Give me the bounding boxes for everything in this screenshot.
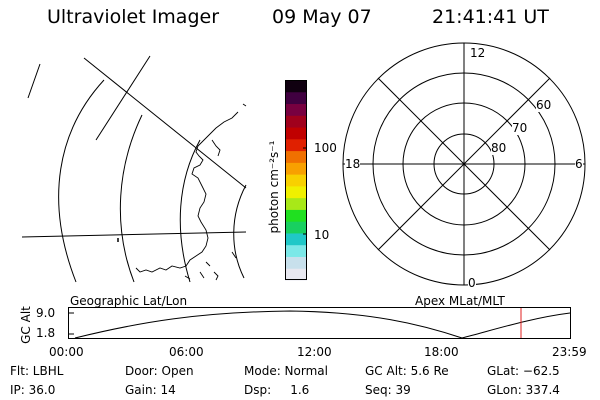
map-edge-mark [27,63,41,99]
info-glat: GLat: −62.5 [487,364,560,378]
date-label: 09 May 07 [272,6,372,28]
polar-diagonal-2 [377,77,551,251]
colorbar-band [285,103,307,116]
colorbar-band [285,232,307,246]
color-bar [285,80,307,281]
map-lon-line-1 [83,57,247,189]
colorbar-band [285,80,307,93]
colorbar-band [285,150,307,163]
colorbar-band [285,127,307,140]
lat-label-80: 80 [491,141,507,155]
altitude-curve [74,310,571,339]
map-lat-arc-3 [179,139,201,283]
timeline-xtick-0000: 00:00 [49,345,84,359]
mlt-label-12: 12 [470,46,486,60]
info-gain: Gain: 14 [125,383,176,397]
colorbar-tick-10: 10 [314,228,330,242]
instrument-title: Ultraviolet Imager [47,6,220,28]
colorbar-band [285,162,307,175]
colorbar-band [285,91,307,105]
info-ip: IP: 36.0 [10,383,56,397]
map-lon-line-3 [21,231,247,238]
info-glon: GLon: 337.4 [487,383,560,397]
info-door: Door: Open [125,364,194,378]
mlt-label-18: 18 [345,157,361,171]
info-gc-alt: GC Alt: 5.6 Re [365,364,449,378]
timeline-left-caption: Geographic Lat/Lon [70,294,188,308]
colorbar-band [285,115,307,128]
timeline-ytick-high: 9.0 [36,306,56,320]
info-dsp: Dsp: 1.6 [244,383,310,397]
info-seq: Seq: 39 [365,383,411,397]
timeline-xtick-2359: 23:59 [552,345,587,359]
colorbar-band [285,268,307,281]
lat-label-70: 70 [512,121,528,135]
info-mode: Mode: Normal [244,364,328,378]
timeline-ytick-low: 1.8 [36,326,56,340]
mlt-label-0: 0 [468,276,476,290]
colorbar-tick-100: 100 [314,141,337,155]
lat-label-60: 60 [536,98,552,112]
timeline-xtick-0600: 06:00 [169,345,204,359]
timeline-frame [68,307,571,339]
colorbar-band [285,174,307,187]
colorbar-band [285,221,307,234]
colorbar-band [285,185,307,199]
map-lat-arc-1 [58,79,105,283]
map-lon-line-2 [95,55,151,141]
info-filter: Flt: LBHL [10,364,64,378]
colorbar-band [285,197,307,210]
colorbar-band [285,256,307,269]
timeline-right-caption: Apex MLat/MLT [415,294,505,308]
colorbar-band [285,209,307,222]
time-label: 21:41:41 UT [432,6,549,28]
timeline-xtick-1800: 18:00 [424,345,459,359]
map-coastline [135,103,247,281]
mlt-label-6: 6 [575,157,583,171]
colorbar-band [285,244,307,257]
colorbar-band [285,138,307,152]
map-lat-arc-2 [119,114,143,283]
timeline-xtick-1200: 12:00 [297,345,332,359]
